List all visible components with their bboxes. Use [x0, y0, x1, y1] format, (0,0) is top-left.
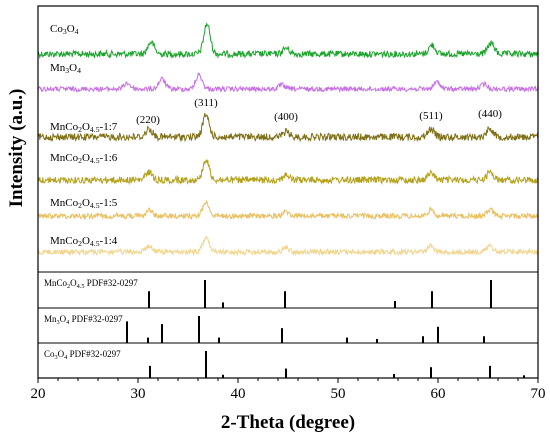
label-part: PDF#32-0297: [67, 349, 121, 359]
label-part: 3: [55, 354, 58, 361]
series-MnCo2O4.5-1:6: MnCo2O4.5-1:6: [37, 152, 539, 186]
label-part: MnCo: [44, 278, 68, 288]
x-tick-label: 60: [431, 386, 446, 402]
label-part: MnCo: [50, 197, 79, 209]
series-Co3O4: Co3O4: [37, 22, 539, 60]
label-part: O: [60, 314, 67, 324]
label-part: O: [69, 62, 77, 74]
x-axis-title: 2-Theta (degree): [221, 412, 355, 433]
label-part: 2: [67, 283, 70, 290]
label-part: -1:5: [100, 197, 118, 209]
label-part: PDF#32-0297: [85, 278, 139, 288]
series-label: Co3O4: [50, 23, 79, 36]
series-label: MnCo2O4.5-1:6: [50, 152, 118, 165]
ref-panel: Mn3O4 PDF#32-0297: [44, 314, 485, 343]
series-MnCo2O4.5-1:4: MnCo2O4.5-1:4: [37, 235, 539, 257]
label-part: 3: [57, 319, 60, 326]
plot-frame: [37, 5, 539, 379]
label-part: 4: [66, 319, 70, 326]
ref-panel-label: Mn3O4 PDF#32-0297: [44, 314, 123, 326]
y-axis-title: Intensity (a.u.): [6, 89, 27, 208]
label-part: -1:6: [100, 152, 118, 164]
x-tick-label: 70: [531, 386, 546, 402]
label-part: 2: [78, 201, 82, 210]
label-part: O: [82, 121, 90, 133]
spectra-panel: Co3O4Mn3O4MnCo2O4.5-1:7MnCo2O4.5-1:6MnCo…: [37, 22, 539, 257]
label-part: O: [82, 197, 90, 209]
plot-border: [37, 5, 539, 379]
label-part: 3: [65, 66, 69, 75]
series-MnCo2O4.5-1:5: MnCo2O4.5-1:5: [37, 197, 539, 221]
x-axis: 20 30 40 50 60 70: [31, 378, 546, 402]
series-line: [37, 158, 539, 186]
series-Mn3O4: Mn3O4: [37, 62, 539, 94]
x-tick-label: 50: [331, 386, 346, 402]
label-part: MnCo: [50, 121, 79, 133]
label-part: MnCo: [50, 235, 79, 247]
peak-label: (311): [194, 97, 218, 109]
x-tick-label: 40: [231, 386, 246, 402]
series-line: [37, 235, 539, 257]
label-part: 4.5: [90, 201, 100, 210]
ref-panel: MnCo2O4.5 PDF#32-0297: [44, 278, 492, 308]
label-part: 2: [78, 125, 82, 134]
label-part: -1:7: [100, 121, 118, 133]
label-part: O: [70, 278, 77, 288]
label-part: O: [67, 23, 75, 35]
label-part: 4: [64, 354, 68, 361]
peak-label: (220): [136, 114, 160, 126]
series-line: [37, 199, 539, 221]
label-part: Mn: [44, 314, 57, 324]
label-part: Co: [50, 23, 63, 35]
label-part: PDF#32-0297: [69, 314, 123, 324]
label-part: Co: [44, 349, 55, 359]
label-part: O: [58, 349, 65, 359]
ref-panel-label: MnCo2O4.5 PDF#32-0297: [44, 278, 138, 290]
series-MnCo2O4.5-1:7: MnCo2O4.5-1:7: [37, 113, 539, 143]
label-part: 4: [75, 27, 79, 36]
label-part: 3: [63, 27, 67, 36]
series-label: MnCo2O4.5-1:5: [50, 197, 118, 210]
series-line: [37, 71, 539, 94]
label-part: 4: [77, 66, 81, 75]
peak-label: (440): [478, 108, 502, 120]
label-part: -1:4: [100, 235, 118, 247]
label-part: O: [82, 152, 90, 164]
x-tick-label: 30: [131, 386, 146, 402]
label-part: 4.5: [90, 156, 100, 165]
series-line: [37, 22, 539, 60]
label-part: 4.5: [90, 125, 100, 134]
label-part: MnCo: [50, 152, 79, 164]
label-part: 2: [78, 156, 82, 165]
series-label: MnCo2O4.5-1:4: [50, 235, 118, 248]
x-tick-label: 20: [31, 386, 46, 402]
peak-label: (511): [419, 110, 443, 122]
label-part: O: [82, 235, 90, 247]
label-part: Mn: [50, 62, 66, 74]
ref-panel: Co3O4 PDF#32-0297: [44, 349, 525, 378]
series-label: Mn3O4: [50, 62, 81, 75]
label-part: 2: [78, 239, 82, 248]
peak-label: (400): [274, 111, 298, 123]
label-part: 4.5: [77, 283, 85, 290]
label-part: 4.5: [90, 239, 100, 248]
ref-panel-label: Co3O4 PDF#32-0297: [44, 349, 121, 361]
series-line: [37, 113, 539, 143]
series-label: MnCo2O4.5-1:7: [50, 121, 118, 134]
